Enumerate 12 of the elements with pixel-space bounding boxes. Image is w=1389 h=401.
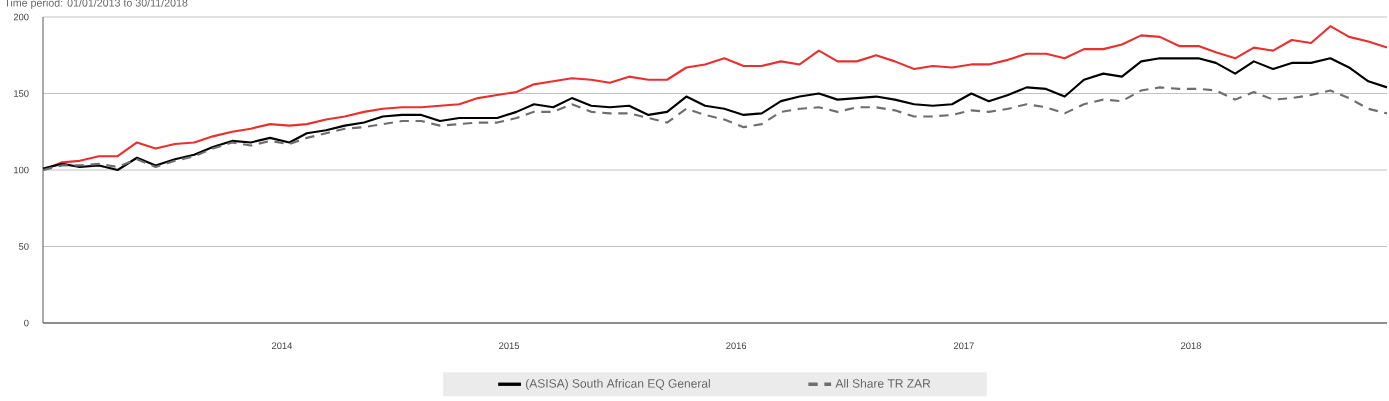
legend-label: (ASISA) South African EQ General — [526, 378, 710, 391]
y-tick-label: 200 — [13, 13, 29, 21]
x-tick-label: 2016 — [726, 342, 747, 349]
x-tick-label: 2015 — [499, 342, 520, 349]
y-tick-label: 50 — [18, 243, 29, 250]
x-tick-label: 2014 — [272, 342, 293, 349]
x-tick-label: 2017 — [953, 342, 974, 349]
y-tick-label: 100 — [14, 166, 29, 174]
legend-label: All Share TR ZAR — [835, 378, 931, 388]
x-tick-label: 2018 — [1181, 342, 1201, 349]
y-tick-label: 0 — [24, 319, 29, 327]
y-tick-label: 150 — [14, 90, 29, 97]
